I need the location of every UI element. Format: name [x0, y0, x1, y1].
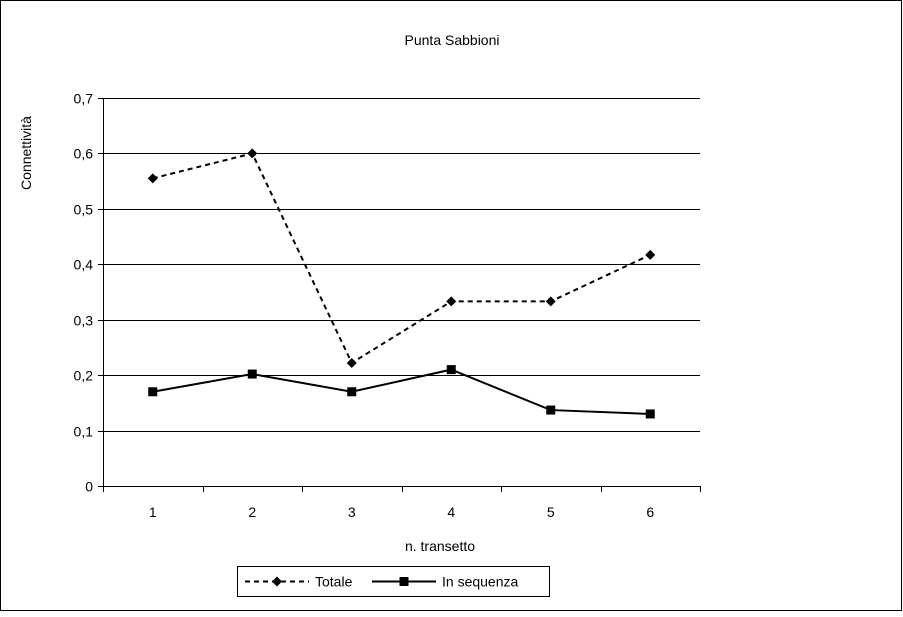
x-tick-label: 2: [248, 504, 256, 520]
data-point: [645, 249, 656, 260]
legend: Totale In sequenza: [237, 566, 550, 597]
legend-label: In sequenza: [442, 574, 518, 590]
data-point: [247, 369, 257, 379]
y-tick-label: 0: [85, 479, 93, 495]
legend-item: Totale: [245, 574, 353, 590]
series-line: [152, 152, 651, 365]
legend-marker: [399, 577, 409, 586]
series-layer: [147, 148, 656, 419]
y-tick-label: 0,7: [74, 91, 94, 107]
gridlines: [103, 98, 700, 432]
x-tick-label: 6: [646, 504, 654, 520]
series-1: [147, 148, 656, 368]
x-axis-label: n. transetto: [405, 538, 475, 554]
y-tick-label: 0,2: [74, 368, 94, 384]
y-tick-label: 0,5: [74, 202, 94, 218]
data-point: [546, 405, 556, 415]
series-2: [148, 365, 655, 419]
data-point: [148, 387, 158, 397]
y-axis-ticks: 0 0,1 0,2 0,3 0,4 0,5 0,6 0,7: [74, 91, 103, 495]
legend-label: Totale: [315, 574, 353, 590]
legend-marker: [272, 576, 282, 587]
x-tick-label: 1: [149, 504, 157, 520]
data-point: [446, 365, 456, 375]
chart-title: Punta Sabbioni: [405, 32, 500, 48]
x-tick-label: 3: [348, 504, 356, 520]
legend-item: In sequenza: [372, 574, 518, 590]
data-point: [346, 357, 357, 368]
data-point: [446, 296, 457, 307]
data-point: [347, 387, 357, 397]
data-point: [645, 409, 655, 419]
y-tick-label: 0,1: [74, 424, 94, 440]
y-tick-label: 0,4: [74, 257, 94, 273]
y-axis-label: Connettività: [18, 116, 34, 190]
x-tick-label: 4: [447, 504, 455, 520]
data-point: [247, 148, 258, 159]
y-tick-label: 0,3: [74, 313, 94, 329]
data-point: [147, 173, 158, 184]
x-axis-ticks: 1 2 3 4 5 6: [103, 486, 701, 520]
y-tick-label: 0,6: [74, 146, 94, 162]
x-tick-label: 5: [547, 504, 555, 520]
axes: [103, 98, 700, 487]
series-line: [152, 368, 651, 415]
data-point: [545, 296, 556, 307]
